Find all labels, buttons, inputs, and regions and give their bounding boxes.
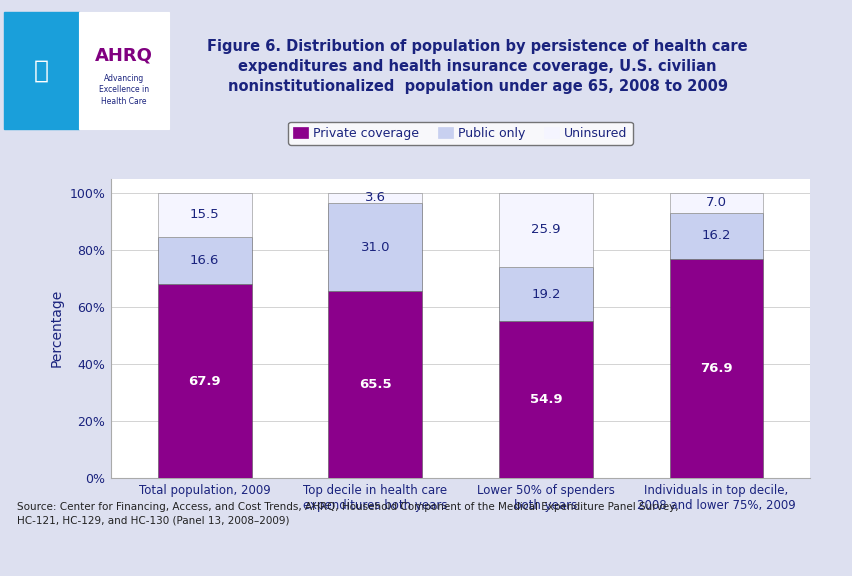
Text: 25.9: 25.9 bbox=[531, 223, 560, 236]
Legend: Private coverage, Public only, Uninsured: Private coverage, Public only, Uninsured bbox=[288, 122, 632, 145]
Text: 🦅: 🦅 bbox=[33, 59, 49, 82]
Bar bbox=[498, 321, 592, 478]
Text: Source: Center for Financing, Access, and Cost Trends, AHRQ, Household Component: Source: Center for Financing, Access, an… bbox=[17, 502, 678, 525]
Bar bbox=[158, 237, 251, 285]
Text: 76.9: 76.9 bbox=[699, 362, 732, 375]
Bar bbox=[4, 12, 79, 129]
Bar bbox=[158, 285, 251, 478]
Text: 54.9: 54.9 bbox=[529, 393, 561, 406]
Text: 19.2: 19.2 bbox=[531, 287, 560, 301]
Text: 16.6: 16.6 bbox=[190, 254, 219, 267]
Bar bbox=[669, 192, 763, 213]
Y-axis label: Percentage: Percentage bbox=[50, 289, 64, 367]
Text: 67.9: 67.9 bbox=[188, 375, 221, 388]
Bar bbox=[158, 193, 251, 237]
Text: Figure 6. Distribution of population by persistence of health care
expenditures : Figure 6. Distribution of population by … bbox=[207, 39, 747, 94]
Text: Advancing
Excellence in
Health Care: Advancing Excellence in Health Care bbox=[99, 74, 149, 105]
Bar bbox=[498, 193, 592, 267]
Bar bbox=[79, 12, 169, 129]
Bar bbox=[328, 203, 422, 291]
Text: 65.5: 65.5 bbox=[359, 378, 391, 391]
Bar bbox=[669, 259, 763, 478]
Text: 31.0: 31.0 bbox=[360, 241, 389, 253]
Text: 7.0: 7.0 bbox=[705, 196, 726, 209]
Bar bbox=[328, 291, 422, 478]
Text: 16.2: 16.2 bbox=[701, 229, 730, 242]
Bar bbox=[669, 213, 763, 259]
Text: AHRQ: AHRQ bbox=[95, 46, 153, 64]
Bar bbox=[328, 192, 422, 203]
Bar bbox=[498, 267, 592, 321]
Text: 15.5: 15.5 bbox=[190, 209, 219, 221]
Text: 3.6: 3.6 bbox=[365, 191, 385, 204]
